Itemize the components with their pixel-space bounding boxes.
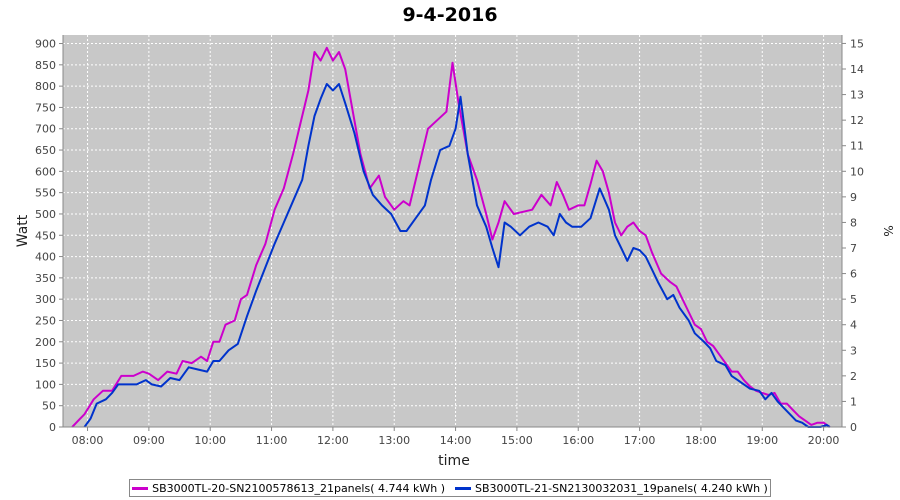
y2-tick-label: 6 xyxy=(850,268,857,281)
y-axis-label: Watt xyxy=(15,214,31,247)
x-tick-label: 18:00 xyxy=(685,434,717,447)
series-lines xyxy=(71,46,831,428)
x-tick-label: 11:00 xyxy=(256,434,288,447)
y2-tick-label: 10 xyxy=(850,165,864,178)
y-tick-label: 200 xyxy=(35,336,56,349)
y-tick-label: 800 xyxy=(35,80,56,93)
legend-label-series-1: SB3000TL-20-SN2100578613_21panels( 4.744… xyxy=(152,481,445,495)
y2-tick-label: 9 xyxy=(850,191,857,204)
x-tick-label: 19:00 xyxy=(746,434,778,447)
legend-item-series-1: SB3000TL-20-SN2100578613_21panels( 4.744… xyxy=(132,482,445,495)
x-tick-label: 15:00 xyxy=(501,434,533,447)
x-tick-label: 14:00 xyxy=(440,434,472,447)
x-tick-label: 16:00 xyxy=(562,434,594,447)
y-tick-label: 850 xyxy=(35,59,56,72)
y-tick-label: 700 xyxy=(35,123,56,136)
x-tick-label: 13:00 xyxy=(378,434,410,447)
y-tick-label: 500 xyxy=(35,208,56,221)
y2-tick-label: 3 xyxy=(850,344,857,357)
y-tick-label: 650 xyxy=(35,144,56,157)
y-tick-label: 0 xyxy=(49,421,56,434)
y2-tick-label: 12 xyxy=(850,114,864,127)
y2-tick-label: 7 xyxy=(850,242,857,255)
y-tick-label: 100 xyxy=(35,378,56,391)
legend-swatch-series-2 xyxy=(455,486,471,490)
y2-tick-label: 15 xyxy=(850,37,864,50)
y-tick-label: 750 xyxy=(35,101,56,114)
x-tick-label: 08:00 xyxy=(72,434,104,447)
y-tick-label: 150 xyxy=(35,357,56,370)
legend-item-series-2: SB3000TL-21-SN2130032031_19panels( 4.240… xyxy=(455,482,768,495)
y2-tick-label: 8 xyxy=(850,216,857,229)
legend-label-series-2: SB3000TL-21-SN2130032031_19panels( 4.240… xyxy=(475,481,768,495)
y2-tick-label: 5 xyxy=(850,293,857,306)
y2-tick-label: 4 xyxy=(850,319,857,332)
y2-axis-label: % xyxy=(881,225,895,236)
y-tick-label: 400 xyxy=(35,251,56,264)
chart-svg: 0501001502002503003504004505005506006507… xyxy=(15,35,895,469)
y-tick-label: 300 xyxy=(35,293,56,306)
x-tick-label: 17:00 xyxy=(624,434,656,447)
y2-tick-label: 2 xyxy=(850,370,857,383)
x-tick-label: 20:00 xyxy=(808,434,840,447)
y-tick-label: 450 xyxy=(35,229,56,242)
y2-tick-label: 1 xyxy=(850,395,857,408)
y2-tick-label: 0 xyxy=(850,421,857,434)
y-tick-label: 550 xyxy=(35,187,56,200)
x-axis-ticks: 08:00 09:00 10:00 11:00 12:00 13:00 14:00 15:00… xyxy=(72,427,840,447)
legend-swatch-series-1 xyxy=(132,486,149,490)
y2-tick-label: 13 xyxy=(850,89,864,102)
legend: SB3000TL-20-SN2100578613_21panels( 4.744… xyxy=(129,479,771,497)
y-tick-label: 900 xyxy=(35,38,56,51)
y-tick-label: 350 xyxy=(35,272,56,285)
y-tick-label: 600 xyxy=(35,165,56,178)
x-axis-label: time xyxy=(438,453,470,469)
chart-title: 9-4-2016 xyxy=(402,4,498,26)
x-tick-label: 12:00 xyxy=(317,434,349,447)
y2-tick-label: 11 xyxy=(850,140,864,153)
y-axis-ticks: 0 50 100 150 200 250 300 350 400 450 500 550 600 650 7… xyxy=(35,38,63,434)
series-line-1 xyxy=(71,46,831,428)
y2-tick-label: 14 xyxy=(850,63,864,76)
y-tick-label: 250 xyxy=(35,314,56,327)
y-tick-label: 50 xyxy=(42,400,56,413)
x-tick-label: 10:00 xyxy=(194,434,226,447)
x-tick-label: 09:00 xyxy=(133,434,165,447)
series-line-2 xyxy=(83,83,831,428)
